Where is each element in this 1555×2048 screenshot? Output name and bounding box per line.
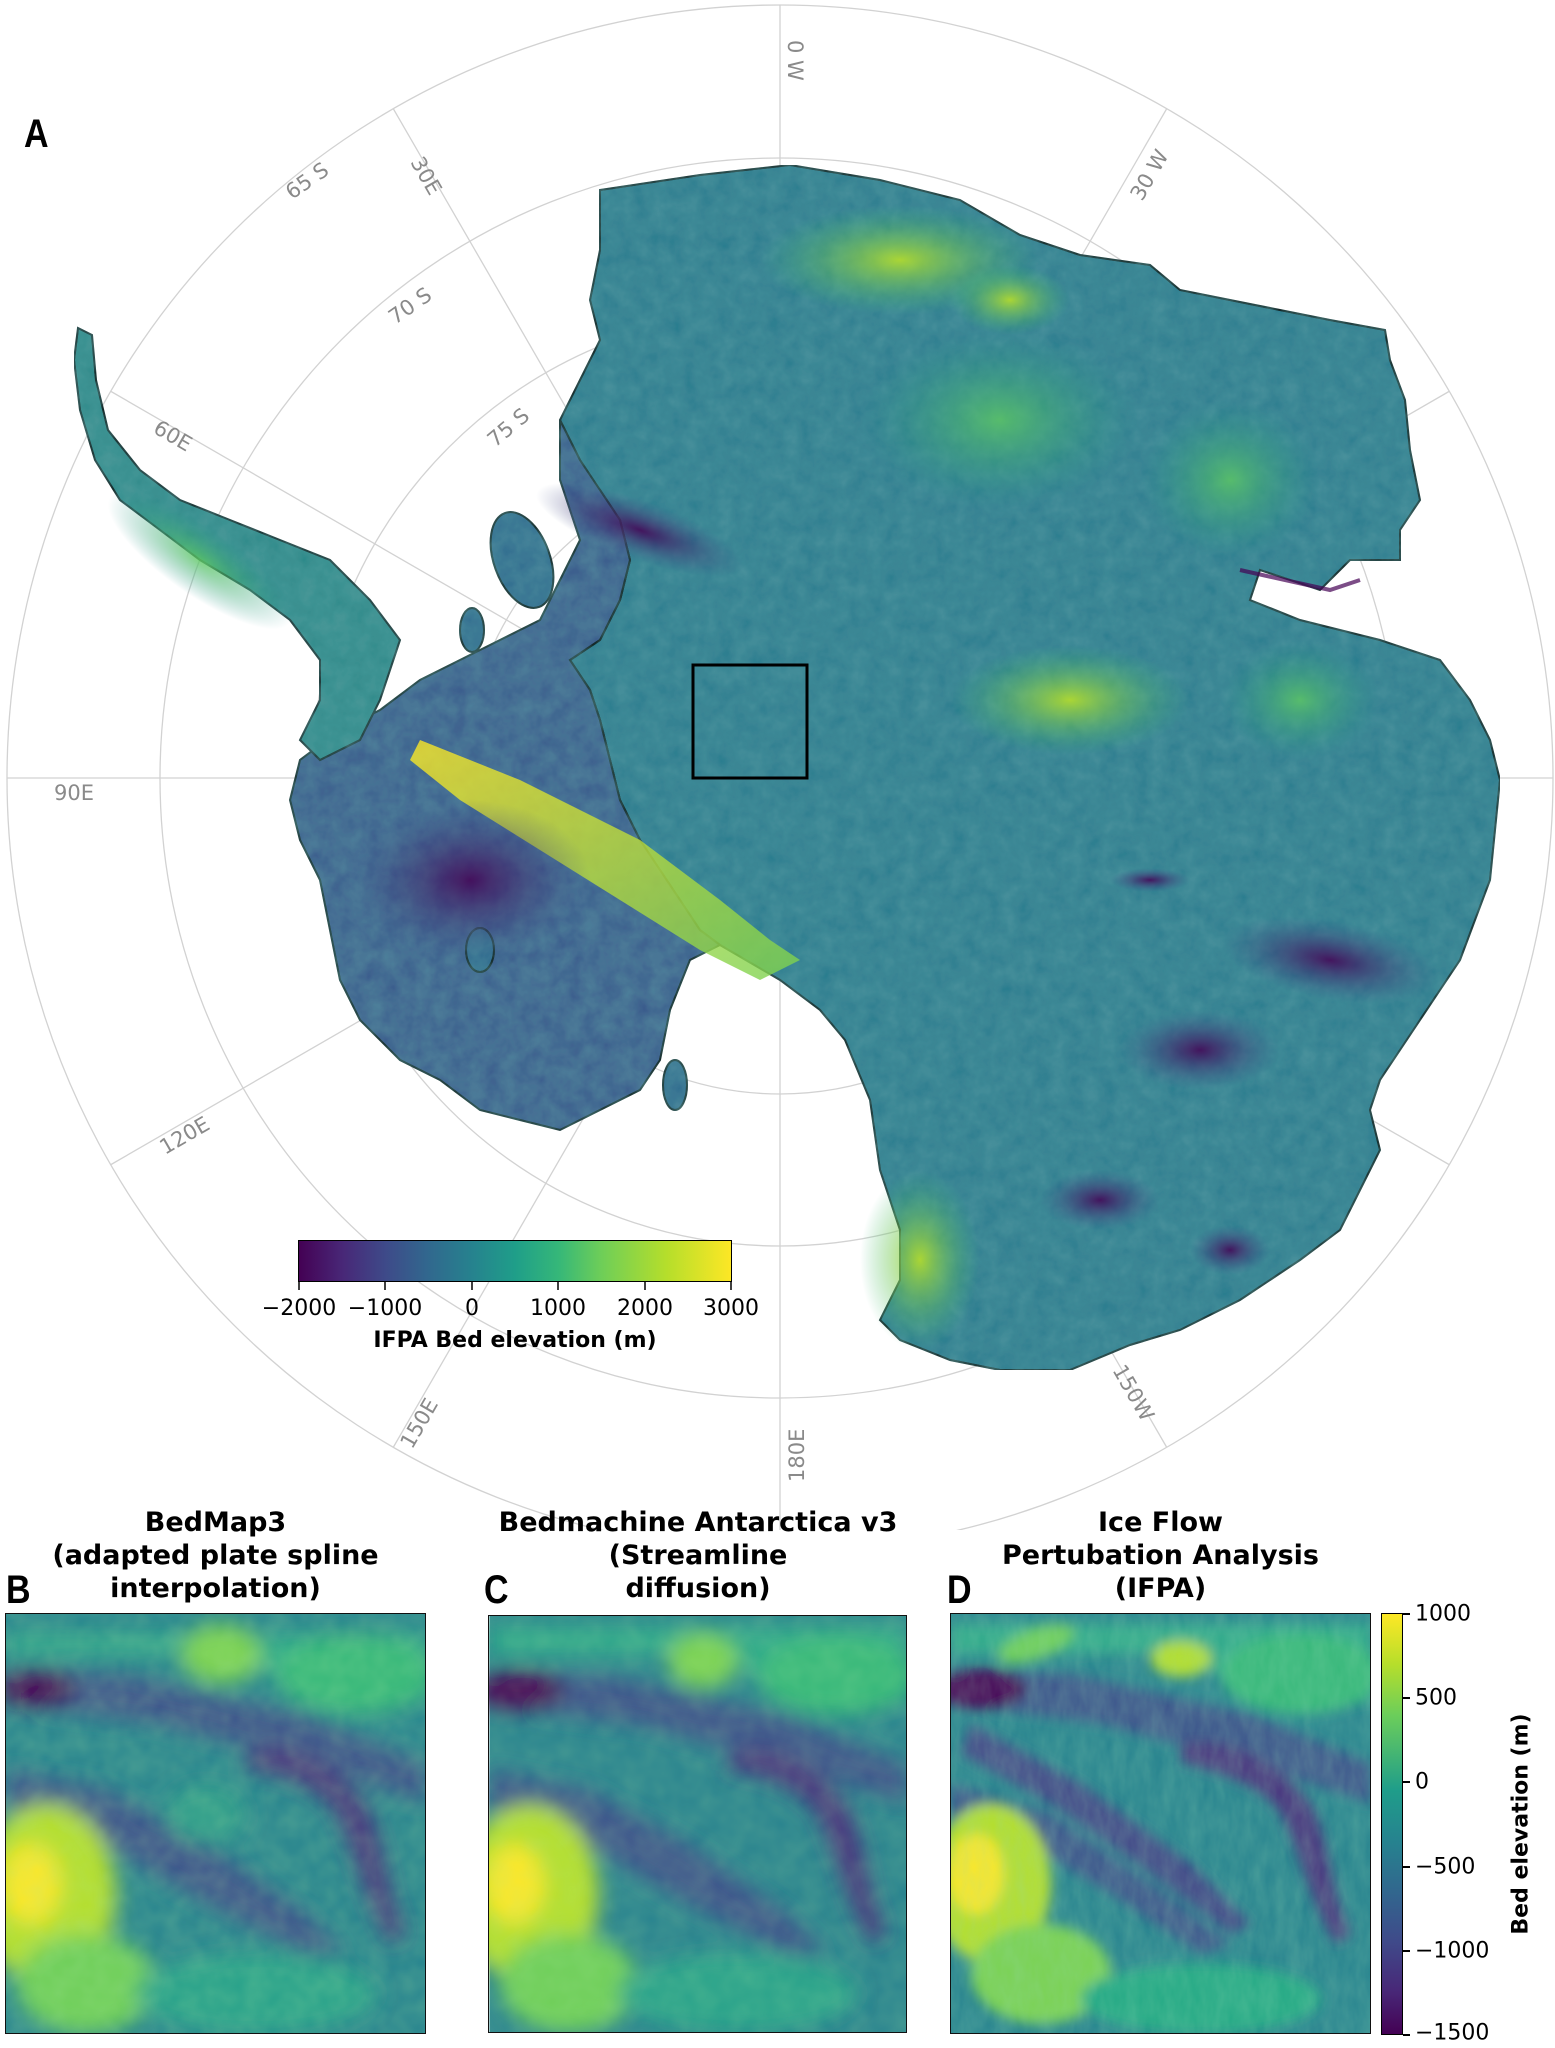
colorbar-ifpa-bed-elevation <box>298 1240 732 1282</box>
colorbar-title: Bed elevation (m) <box>1508 1713 1534 1935</box>
colorbar-tick: 2000 <box>617 1296 673 1321</box>
lon-label-120e: 120E <box>156 1112 214 1159</box>
colorbar-tick: 3000 <box>703 1296 759 1321</box>
panel-b-bedmap3-map <box>5 1613 426 2034</box>
colorbar-tick-label: −1500 <box>1415 2020 1490 2046</box>
panel-c-bedmachine-map <box>488 1615 907 2033</box>
title-line: Pertubation Analysis <box>1001 1540 1319 1571</box>
lon-label-60e: 60E <box>150 416 197 457</box>
lon-label-180e: 180E <box>785 1429 809 1482</box>
colorbar-bed-elevation <box>1381 1613 1403 2035</box>
colorbar-tick-mark <box>1403 2034 1410 2036</box>
colorbar-tick-label: −1000 <box>1415 1938 1490 1964</box>
panel-letter-a: A <box>24 112 49 156</box>
colorbar-tick-label: 1000 <box>1415 1601 1471 1627</box>
lon-label-150w: 150W <box>1108 1361 1159 1426</box>
colorbar-tick-mark <box>1403 1781 1410 1783</box>
lat-label-65s: 65 S <box>281 158 333 204</box>
title-line: (adapted plate spline <box>52 1540 379 1571</box>
elevation-highlights <box>107 205 1439 1350</box>
panel-d-title: Ice Flow Pertubation Analysis (IFPA) <box>950 1506 1371 1605</box>
panel-letter-c: C <box>484 1568 509 1612</box>
panel-letter-d: D <box>947 1568 972 1612</box>
title-line: (Streamline <box>608 1540 788 1571</box>
lon-label-90e: 90E <box>54 781 94 805</box>
panel-c-title: Bedmachine Antarctica v3 (Streamline dif… <box>445 1506 951 1605</box>
antarctica-bed-elevation-map: 0 W 30 W 30E 60E 90E 120E 150E 180E 150W… <box>6 4 1554 1530</box>
lon-label-30e: 30E <box>406 153 447 200</box>
title-line: diffusion) <box>625 1573 771 1604</box>
title-line: Ice Flow <box>1098 1507 1223 1538</box>
colorbar-tick-mark <box>1403 1613 1410 1615</box>
colorbar-tick: −1000 <box>347 1296 423 1321</box>
panel-letter-b: B <box>6 1568 31 1612</box>
lon-label-150e: 150E <box>396 1394 443 1452</box>
panel-b-title: BedMap3 (adapted plate spline interpolat… <box>5 1506 426 1605</box>
colorbar-tick-label: −500 <box>1415 1854 1476 1880</box>
lat-label-70s: 70 S <box>384 283 436 329</box>
title-line: (IFPA) <box>1114 1573 1207 1604</box>
lon-label-30w: 30 W <box>1126 145 1174 204</box>
continent-elevation-field <box>72 163 1502 1371</box>
lon-label-0w: 0 W <box>783 40 807 81</box>
title-line: Bedmachine Antarctica v3 <box>498 1507 898 1538</box>
title-line: BedMap3 <box>144 1507 287 1538</box>
colorbar-tick-mark <box>1403 1697 1410 1699</box>
colorbar-tick: 0 <box>465 1296 479 1321</box>
inset-region-box <box>691 663 809 780</box>
colorbar-title: IFPA Bed elevation (m) <box>373 1328 657 1353</box>
colorbar-tick: 1000 <box>530 1296 586 1321</box>
colorbar-tick: −2000 <box>261 1296 337 1321</box>
title-line: interpolation) <box>110 1573 321 1604</box>
colorbar-tick-mark <box>1403 1950 1410 1952</box>
panel-d-ifpa-map <box>950 1613 1371 2034</box>
colorbar-tick-mark <box>1403 1866 1410 1868</box>
colorbar-tick-label: 500 <box>1415 1685 1457 1711</box>
colorbar-ticks <box>298 1282 732 1290</box>
colorbar-tick-label: 0 <box>1415 1769 1429 1795</box>
